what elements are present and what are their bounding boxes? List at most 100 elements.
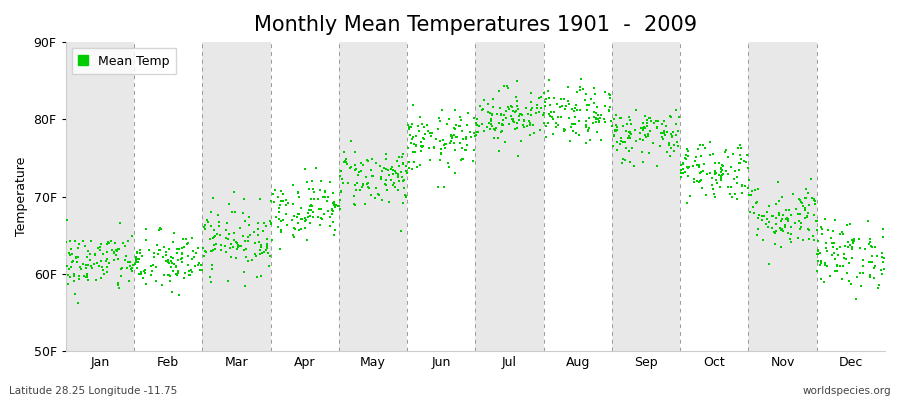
Point: [67, 278, 81, 284]
Point: [431, 183, 446, 190]
Point: [495, 120, 509, 127]
Point: [728, 168, 742, 174]
Point: [110, 248, 124, 254]
Point: [842, 260, 856, 266]
Point: [673, 167, 688, 173]
Point: [877, 259, 891, 266]
Point: [323, 222, 338, 229]
Point: [122, 259, 137, 265]
Point: [778, 222, 793, 228]
Point: [159, 251, 174, 258]
Point: [520, 111, 535, 118]
Point: [867, 274, 881, 281]
Point: [347, 166, 362, 173]
Point: [347, 148, 362, 155]
Point: [564, 120, 579, 127]
Point: [194, 261, 208, 268]
Point: [551, 121, 565, 128]
Point: [395, 154, 410, 160]
Point: [788, 220, 803, 226]
Point: [192, 259, 206, 266]
Point: [658, 132, 672, 138]
Point: [237, 247, 251, 254]
Point: [742, 209, 757, 216]
Point: [784, 211, 798, 218]
Point: [556, 126, 571, 132]
Point: [654, 130, 669, 136]
Point: [219, 234, 233, 241]
Point: [434, 146, 448, 152]
Point: [205, 194, 220, 201]
Point: [414, 148, 428, 154]
Point: [662, 112, 677, 119]
Point: [212, 231, 227, 238]
Point: [623, 134, 637, 141]
Point: [306, 209, 320, 215]
Point: [808, 200, 823, 207]
Point: [694, 176, 708, 183]
Point: [227, 230, 241, 236]
Point: [84, 238, 98, 244]
Point: [400, 170, 414, 176]
Point: [218, 243, 232, 249]
Point: [512, 113, 526, 120]
Point: [100, 269, 114, 276]
Point: [391, 174, 405, 180]
Point: [83, 250, 97, 257]
Point: [488, 127, 502, 134]
Point: [470, 129, 484, 136]
Point: [459, 122, 473, 129]
Point: [517, 118, 531, 124]
Point: [589, 115, 603, 121]
Point: [310, 196, 325, 202]
Point: [686, 163, 700, 169]
Point: [452, 123, 466, 129]
Point: [689, 162, 704, 168]
Point: [333, 197, 347, 204]
Point: [620, 121, 634, 128]
Point: [614, 138, 628, 144]
Legend: Mean Temp: Mean Temp: [72, 48, 176, 74]
Point: [607, 116, 621, 122]
Point: [394, 228, 409, 234]
Point: [579, 91, 593, 98]
Point: [514, 111, 528, 117]
Point: [490, 111, 504, 118]
Point: [678, 154, 692, 161]
Point: [175, 250, 189, 256]
Point: [274, 198, 288, 204]
Point: [303, 213, 318, 220]
Point: [875, 250, 889, 256]
Point: [828, 268, 842, 274]
Point: [263, 218, 277, 224]
Point: [207, 241, 221, 248]
Point: [197, 224, 211, 231]
Point: [411, 128, 426, 134]
Point: [546, 109, 561, 116]
Point: [379, 166, 393, 172]
Point: [756, 237, 770, 243]
Point: [679, 156, 693, 162]
Point: [220, 236, 235, 242]
Point: [716, 171, 731, 178]
Point: [721, 184, 735, 190]
Point: [390, 157, 404, 164]
Point: [627, 127, 642, 134]
Point: [759, 221, 773, 227]
Point: [580, 102, 594, 109]
Point: [275, 197, 290, 204]
Point: [227, 237, 241, 243]
Point: [716, 172, 730, 178]
Point: [151, 251, 166, 258]
Point: [775, 226, 789, 232]
Point: [347, 162, 362, 168]
Point: [876, 226, 890, 232]
Point: [852, 236, 867, 243]
Point: [309, 164, 323, 171]
Point: [136, 275, 150, 281]
Point: [412, 162, 427, 168]
Point: [303, 196, 318, 202]
Point: [286, 182, 301, 188]
Point: [717, 149, 732, 155]
Point: [769, 228, 783, 234]
